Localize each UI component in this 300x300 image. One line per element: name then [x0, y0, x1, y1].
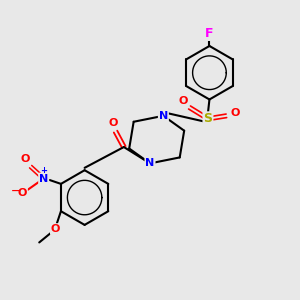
Text: O: O — [109, 118, 118, 128]
Text: O: O — [230, 108, 239, 118]
Text: S: S — [203, 112, 212, 125]
Text: O: O — [178, 96, 188, 106]
Text: +: + — [40, 166, 47, 175]
Text: O: O — [18, 188, 27, 198]
Text: −: − — [11, 186, 20, 196]
Text: N: N — [146, 158, 154, 168]
Text: N: N — [39, 173, 48, 184]
Text: N: N — [159, 111, 168, 121]
Text: F: F — [205, 27, 214, 40]
Text: O: O — [51, 224, 60, 234]
Text: O: O — [21, 154, 30, 164]
